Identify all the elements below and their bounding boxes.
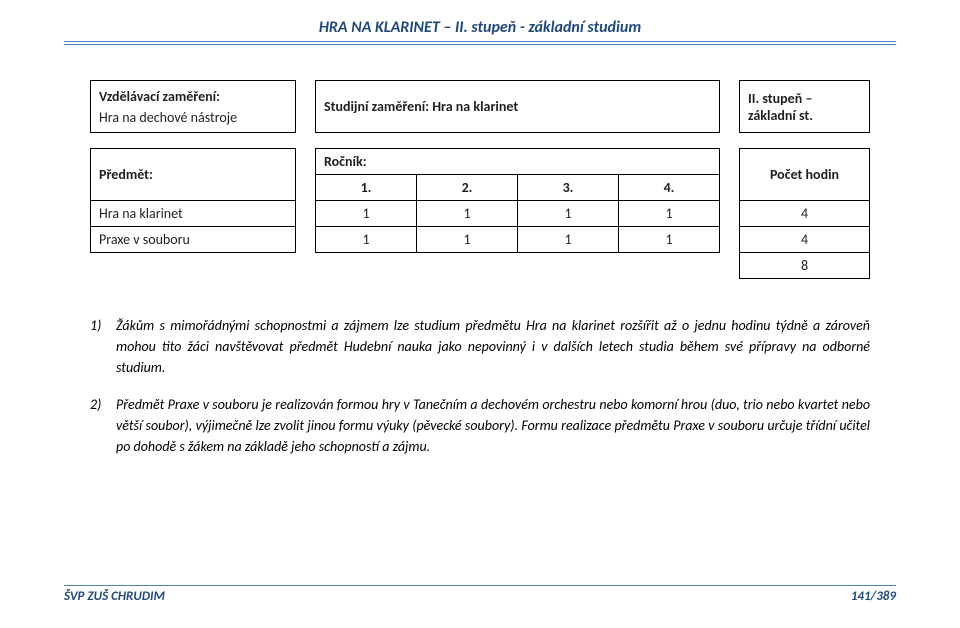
- cell-value: 1: [316, 227, 417, 253]
- footer-left: ŠVP ZUŠ CHRUDIM: [64, 589, 165, 604]
- cell-sum: 4: [740, 201, 870, 227]
- gap-cell: [296, 81, 316, 133]
- note-text: Žákům s mimořádnými schopnostmi a zájmem…: [116, 315, 870, 378]
- table-row: Předmět: Ročník: Počet hodin: [91, 149, 870, 175]
- header-title: HRA NA KLARINET – II. stupeň - základní …: [319, 18, 641, 37]
- year-col-1: 1.: [316, 175, 417, 201]
- focus-line2: Hra na dechové nástroje: [99, 109, 287, 126]
- cell-value: 1: [619, 201, 720, 227]
- year-col-4: 4.: [619, 175, 720, 201]
- note-text: Předmět Praxe v souboru je realizován fo…: [116, 394, 870, 457]
- page-footer: ŠVP ZUŠ CHRUDIM 141/389: [64, 585, 896, 604]
- note-item-2: 2) Předmět Praxe v souboru je realizován…: [90, 394, 870, 457]
- cell-value: 1: [619, 227, 720, 253]
- subject-praxe: Praxe v souboru: [91, 227, 296, 253]
- note-number: 1): [90, 315, 116, 378]
- table-row: Hra na klarinet 1 1 1 1 4: [91, 201, 870, 227]
- cell-total: 8: [740, 253, 870, 279]
- subject-header: Předmět:: [91, 149, 296, 201]
- year-col-2: 2.: [417, 175, 518, 201]
- spacer-row: [91, 133, 870, 149]
- curriculum-table: Vzdělávací zaměření: Hra na dechové nást…: [90, 80, 870, 279]
- notes-block: 1) Žákům s mimořádnými schopnostmi a záj…: [90, 315, 870, 457]
- footer-right: 141/389: [851, 589, 896, 604]
- gap-cell: [720, 81, 740, 133]
- cell-focus-label: Vzdělávací zaměření: Hra na dechové nást…: [91, 81, 296, 133]
- content-area: Vzdělávací zaměření: Hra na dechové nást…: [90, 80, 870, 473]
- table-row: 8: [91, 253, 870, 279]
- cell-value: 1: [518, 227, 619, 253]
- cell-stage: II. stupeň – základní st.: [740, 81, 870, 133]
- header-rule: [64, 41, 896, 43]
- cell-value: 1: [518, 201, 619, 227]
- focus-line1: Vzdělávací zaměření:: [99, 88, 287, 105]
- hours-header: Počet hodin: [740, 149, 870, 201]
- table-row: Vzdělávací zaměření: Hra na dechové nást…: [91, 81, 870, 107]
- cell-sum: 4: [740, 227, 870, 253]
- table-row: Praxe v souboru 1 1 1 1 4: [91, 227, 870, 253]
- subject-klarinet: Hra na klarinet: [91, 201, 296, 227]
- note-item-1: 1) Žákům s mimořádnými schopnostmi a záj…: [90, 315, 870, 378]
- year-col-3: 3.: [518, 175, 619, 201]
- page-header: HRA NA KLARINET – II. stupeň - základní …: [64, 18, 896, 43]
- stage-line1: II. stupeň –: [748, 90, 861, 107]
- footer-rule: [64, 585, 896, 586]
- year-header: Ročník:: [316, 149, 720, 175]
- cell-study-focus: Studijní zaměření: Hra na klarinet: [316, 81, 720, 133]
- cell-value: 1: [417, 227, 518, 253]
- cell-value: 1: [417, 201, 518, 227]
- cell-value: 1: [316, 201, 417, 227]
- stage-line2: základní st.: [748, 107, 861, 124]
- note-number: 2): [90, 394, 116, 457]
